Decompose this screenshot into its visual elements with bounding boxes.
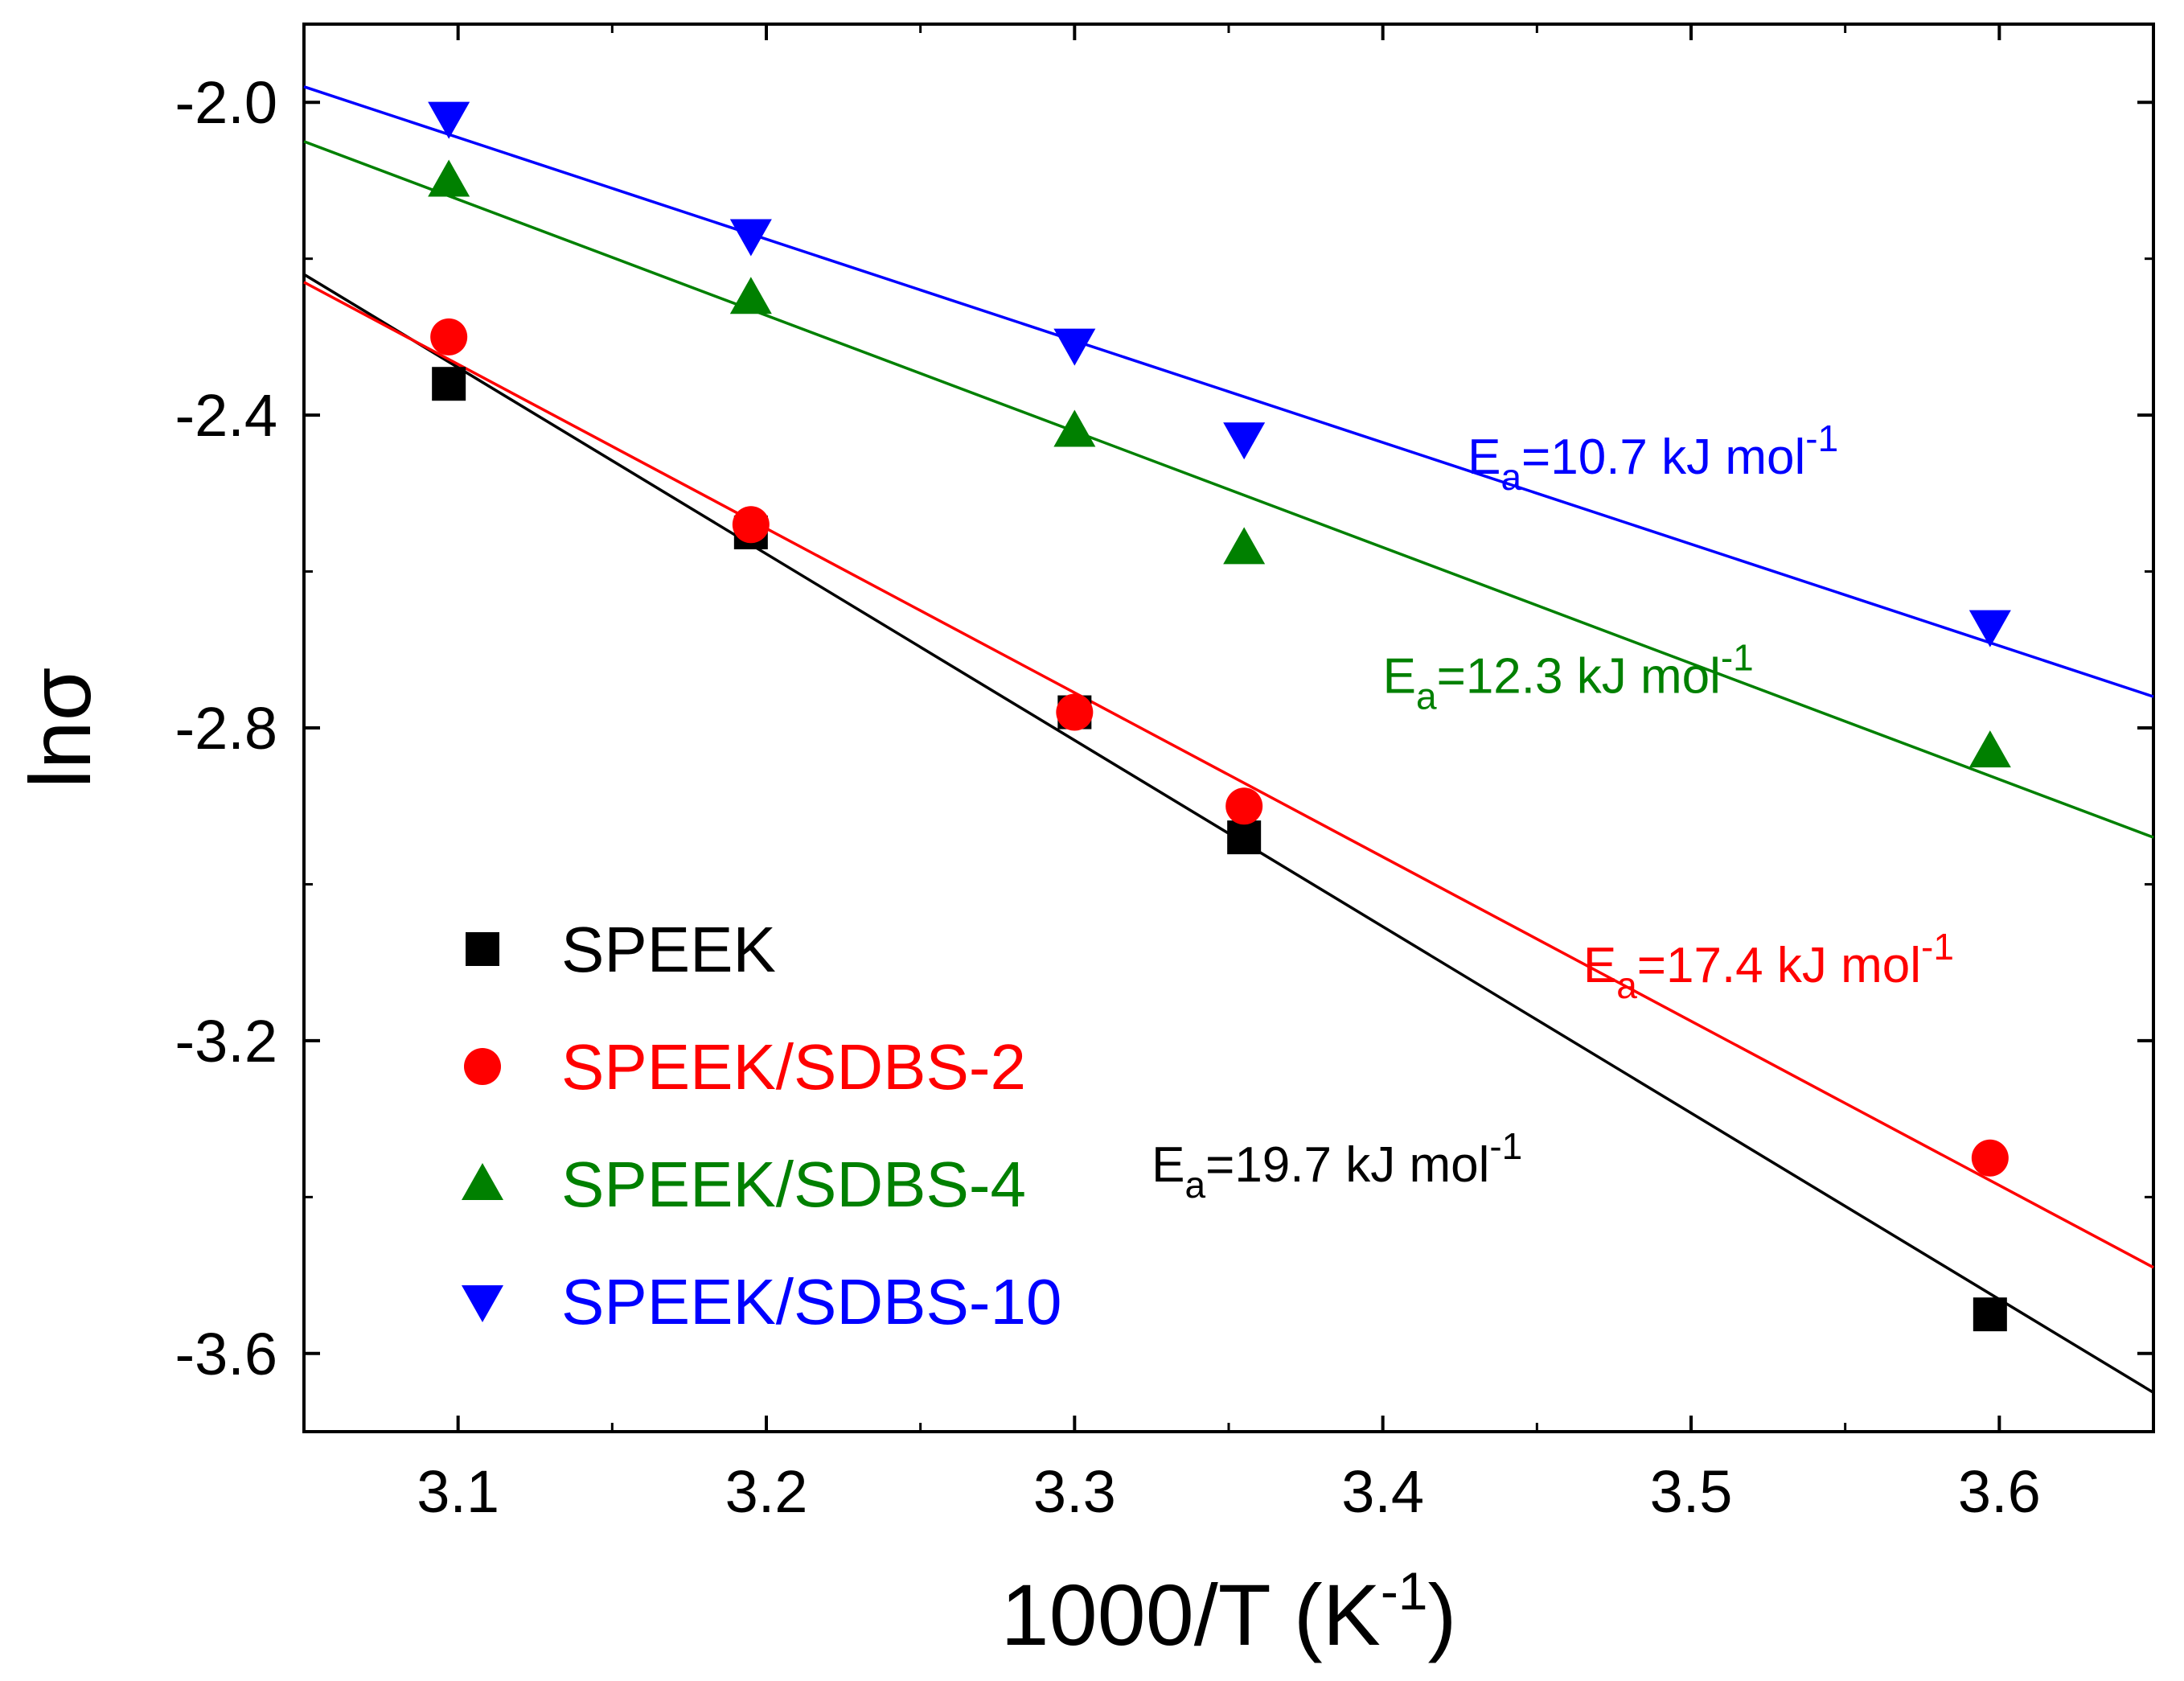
ea-superscript: -1 xyxy=(1721,636,1754,678)
data-point-speek-sdbs-2 xyxy=(1971,1139,2009,1177)
ea-label-speek: Ea=19.7 kJ mol-1 xyxy=(1152,1125,1522,1206)
legend-label-speek-sdbs-2: SPEEK/SDBS-2 xyxy=(561,1031,1026,1103)
y-tick-label: -2.8 xyxy=(174,695,277,762)
ea-symbol: E xyxy=(1152,1137,1184,1193)
data-point-speek-sdbs-4 xyxy=(1968,730,2011,768)
ea-symbol: E xyxy=(1583,938,1616,993)
y-tick-label: -2.4 xyxy=(174,382,277,449)
x-tick-label: 3.6 xyxy=(1958,1458,2041,1525)
ea-label-speek-sdbs-10: Ea=10.7 kJ mol-1 xyxy=(1468,417,1838,498)
y-tick-label: -3.6 xyxy=(174,1321,277,1387)
data-point-speek-sdbs-2 xyxy=(1056,693,1094,731)
x-tick-label: 3.4 xyxy=(1341,1458,1424,1525)
fit-line-speek-sdbs-10 xyxy=(303,85,2154,698)
legend-marker-speek-sdbs-2 xyxy=(464,1048,501,1085)
ea-superscript: -1 xyxy=(1921,926,1954,968)
legend-label-speek-sdbs-4: SPEEK/SDBS-4 xyxy=(561,1149,1026,1220)
ea-label-speek-sdbs-4: Ea=12.3 kJ mol-1 xyxy=(1383,636,1754,717)
data-point-speek-sdbs-10 xyxy=(729,219,772,257)
ea-value: =12.3 kJ mol xyxy=(1437,648,1721,704)
plot-frame xyxy=(302,23,2155,1433)
ea-value: =10.7 kJ mol xyxy=(1521,429,1805,485)
ea-subscript: a xyxy=(1500,456,1521,498)
data-points xyxy=(428,101,2011,1332)
data-point-speek-sdbs-4 xyxy=(1223,527,1266,565)
legend-marker-speek xyxy=(466,932,499,966)
data-point-speek-sdbs-4 xyxy=(428,159,470,197)
x-tick-label: 3.2 xyxy=(725,1458,808,1525)
data-point-speek-sdbs-4 xyxy=(729,277,772,314)
data-point-speek-sdbs-2 xyxy=(1225,787,1263,825)
x-axis-ticks: 3.1 3.2 3.3 3.4 3.5 3.6 xyxy=(417,24,2041,1525)
legend-marker-speek-sdbs-4 xyxy=(462,1163,503,1200)
x-tick-label: 3.5 xyxy=(1650,1458,1733,1525)
ea-value: =17.4 kJ mol xyxy=(1637,938,1921,993)
x-axis-title: 1000/T (K-1) xyxy=(1001,1561,1457,1663)
ea-symbol: E xyxy=(1468,429,1500,485)
fit-line-speek-sdbs-2 xyxy=(303,281,2154,1269)
ea-label-speek-sdbs-2: Ea=17.4 kJ mol-1 xyxy=(1583,926,1954,1006)
x-tick-label: 3.1 xyxy=(417,1458,499,1525)
y-axis-ticks: -2.0 -2.4 -2.8 -3.2 -3.6 xyxy=(174,69,2153,1387)
y-tick-label: -3.2 xyxy=(174,1008,277,1075)
ea-subscript: a xyxy=(1616,964,1637,1006)
ea-superscript: -1 xyxy=(1489,1125,1522,1167)
ea-subscript: a xyxy=(1185,1164,1206,1206)
data-point-speek xyxy=(1227,820,1262,855)
ea-subscript: a xyxy=(1416,675,1437,717)
activation-energy-labels: Ea=19.7 kJ mol-1Ea=17.4 kJ mol-1Ea=12.3 … xyxy=(1152,417,1954,1206)
x-axis-title-close: ) xyxy=(1428,1566,1457,1663)
data-point-speek-sdbs-10 xyxy=(1053,328,1096,366)
x-axis-title-superscript: -1 xyxy=(1381,1561,1428,1621)
x-axis-title-text: 1000/T (K xyxy=(1001,1566,1381,1663)
data-point-speek xyxy=(432,367,466,401)
legend-label-speek-sdbs-10: SPEEK/SDBS-10 xyxy=(561,1266,1062,1338)
fit-line-speek-sdbs-4 xyxy=(303,140,2154,839)
x-tick-label: 3.3 xyxy=(1033,1458,1116,1525)
data-point-speek-sdbs-2 xyxy=(430,318,468,356)
data-point-speek xyxy=(1973,1297,2007,1332)
ea-superscript: -1 xyxy=(1805,417,1838,459)
legend-marker-speek-sdbs-10 xyxy=(462,1285,503,1322)
y-tick-label: -2.0 xyxy=(174,69,277,136)
data-point-speek-sdbs-4 xyxy=(1053,409,1096,447)
data-point-speek-sdbs-10 xyxy=(1223,422,1266,460)
legend: SPEEK SPEEK/SDBS-2 SPEEK/SDBS-4 SPEEK/SDBS-… xyxy=(462,914,1062,1338)
data-point-speek-sdbs-10 xyxy=(428,101,470,139)
data-point-speek-sdbs-10 xyxy=(1968,610,2011,647)
ea-value: =19.7 kJ mol xyxy=(1205,1137,1489,1193)
legend-label-speek: SPEEK xyxy=(561,914,776,985)
ea-symbol: E xyxy=(1383,648,1416,704)
y-axis-title: lnσ xyxy=(11,668,109,789)
data-point-speek-sdbs-2 xyxy=(732,506,770,544)
